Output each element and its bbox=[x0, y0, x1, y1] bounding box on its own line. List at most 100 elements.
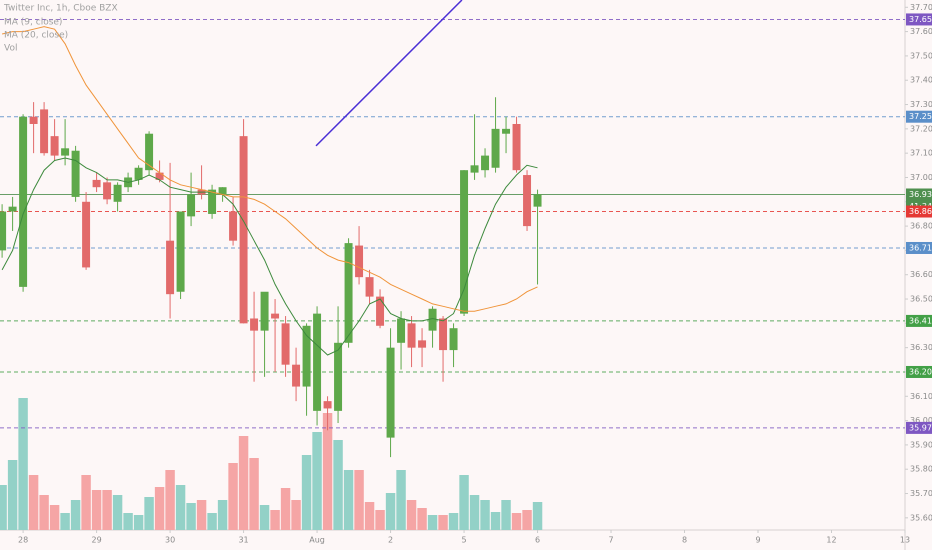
x-tick-label: 29 bbox=[91, 536, 101, 545]
candle-body bbox=[386, 347, 395, 438]
volume-bar bbox=[112, 495, 123, 530]
volume-bar bbox=[70, 500, 81, 530]
x-tick-label: Aug bbox=[309, 536, 325, 545]
candle-body bbox=[470, 165, 479, 173]
price-label-bg bbox=[906, 110, 932, 123]
candle-body bbox=[239, 136, 248, 324]
x-tick-label: 5 bbox=[462, 536, 467, 545]
candle-body bbox=[344, 243, 353, 343]
candle-body bbox=[113, 184, 122, 202]
candle-body bbox=[502, 128, 511, 134]
legend-title: Twitter Inc, 1h, Cboe BZX bbox=[3, 4, 118, 14]
price-label: 37.25 bbox=[909, 112, 932, 121]
volume-bar bbox=[133, 515, 144, 530]
price-label: 37.65 bbox=[909, 15, 932, 24]
candle-body bbox=[19, 116, 28, 287]
volume-bar bbox=[207, 513, 217, 530]
candle-body bbox=[208, 189, 217, 214]
x-tick-label: 13 bbox=[900, 536, 910, 545]
legend: Twitter Inc, 1h, Cboe BZX MA (9, close) … bbox=[3, 4, 118, 54]
candle-body bbox=[103, 182, 112, 200]
candle-body bbox=[260, 291, 269, 331]
y-tick-label: 37.70 bbox=[910, 3, 932, 12]
candle-body bbox=[250, 318, 259, 331]
volume-bar bbox=[343, 470, 354, 530]
candle-body bbox=[92, 179, 101, 188]
price-label: 36.20 bbox=[909, 367, 932, 376]
volume-bar bbox=[480, 500, 490, 530]
price-label: 36.93 bbox=[909, 190, 932, 199]
candle-body bbox=[145, 133, 154, 171]
price-label-bg bbox=[906, 314, 932, 327]
volume-bar bbox=[333, 440, 343, 530]
candle-body bbox=[50, 136, 59, 156]
x-tick-label: 8 bbox=[682, 536, 687, 545]
axes: 35.60 35.70 35.80 35.90 36.00 36.10 36.20 36.30… bbox=[18, 3, 932, 545]
candle-body bbox=[176, 211, 185, 292]
candle-body bbox=[481, 155, 490, 171]
volume-bar bbox=[322, 413, 333, 530]
volume-bar bbox=[501, 500, 511, 530]
volume-bar bbox=[228, 463, 238, 530]
y-tick-label: 37.00 bbox=[910, 173, 932, 182]
candle-body bbox=[512, 123, 521, 171]
volume-bar bbox=[427, 515, 438, 530]
volume-bar bbox=[18, 398, 28, 530]
y-tick-label: 37.60 bbox=[910, 27, 932, 36]
candle-body bbox=[355, 245, 364, 278]
candle-body bbox=[334, 342, 343, 411]
volume-bar bbox=[102, 490, 112, 530]
volume-bar bbox=[7, 460, 18, 530]
volume-bar bbox=[438, 515, 448, 530]
volume-bar bbox=[217, 500, 228, 530]
price-label-bg bbox=[906, 365, 932, 378]
volume-bar bbox=[186, 503, 196, 530]
candle-body bbox=[8, 206, 17, 212]
x-tick-label: 28 bbox=[18, 536, 28, 545]
candle-body bbox=[292, 364, 301, 387]
x-tick-label: 2 bbox=[388, 536, 393, 545]
volume-bar bbox=[39, 495, 49, 530]
price-label: 36.71 bbox=[909, 243, 932, 252]
legend-entry: Vol bbox=[4, 44, 17, 54]
volume-bar bbox=[490, 512, 501, 530]
volume-bar bbox=[249, 458, 259, 530]
volume-bar bbox=[301, 455, 312, 530]
volume-bar bbox=[0, 485, 7, 530]
volume-bar bbox=[165, 470, 175, 530]
y-tick-label: 37.40 bbox=[910, 76, 932, 85]
candle-body bbox=[323, 401, 332, 409]
x-tick-label: 31 bbox=[238, 536, 248, 545]
volume-bar bbox=[459, 475, 469, 530]
candle-body bbox=[439, 318, 448, 351]
x-tick-label: 6 bbox=[535, 536, 540, 545]
y-tick-label: 36.10 bbox=[910, 392, 932, 401]
y-tick-label: 36.80 bbox=[910, 222, 932, 231]
candle-body bbox=[365, 277, 374, 297]
x-tick-label: 9 bbox=[755, 536, 760, 545]
price-label-bg bbox=[906, 205, 932, 218]
candle-body bbox=[302, 325, 311, 387]
volume-bar bbox=[123, 513, 133, 530]
volume-bar bbox=[396, 470, 406, 530]
price-label: 36.86 bbox=[909, 207, 932, 216]
volume-bar bbox=[60, 513, 70, 530]
volume-bar bbox=[49, 505, 60, 530]
y-tick-label: 37.20 bbox=[910, 124, 932, 133]
candle-body bbox=[218, 187, 227, 195]
y-tick-label: 36.50 bbox=[910, 295, 932, 304]
y-tick-label: 37.10 bbox=[910, 149, 932, 158]
volume-bar bbox=[448, 513, 459, 530]
y-tick-label: 35.90 bbox=[910, 440, 932, 449]
y-tick-label: 36.00 bbox=[910, 416, 932, 425]
y-tick-label: 36.30 bbox=[910, 343, 932, 352]
trend-line bbox=[315, 0, 463, 147]
y-tick-label: 35.60 bbox=[910, 513, 932, 522]
volume-bar bbox=[511, 513, 522, 530]
candle-body bbox=[229, 211, 238, 241]
candle-body bbox=[40, 109, 49, 154]
volume-bar bbox=[417, 508, 427, 530]
candle-body bbox=[271, 313, 280, 319]
volume-bar bbox=[196, 500, 207, 530]
